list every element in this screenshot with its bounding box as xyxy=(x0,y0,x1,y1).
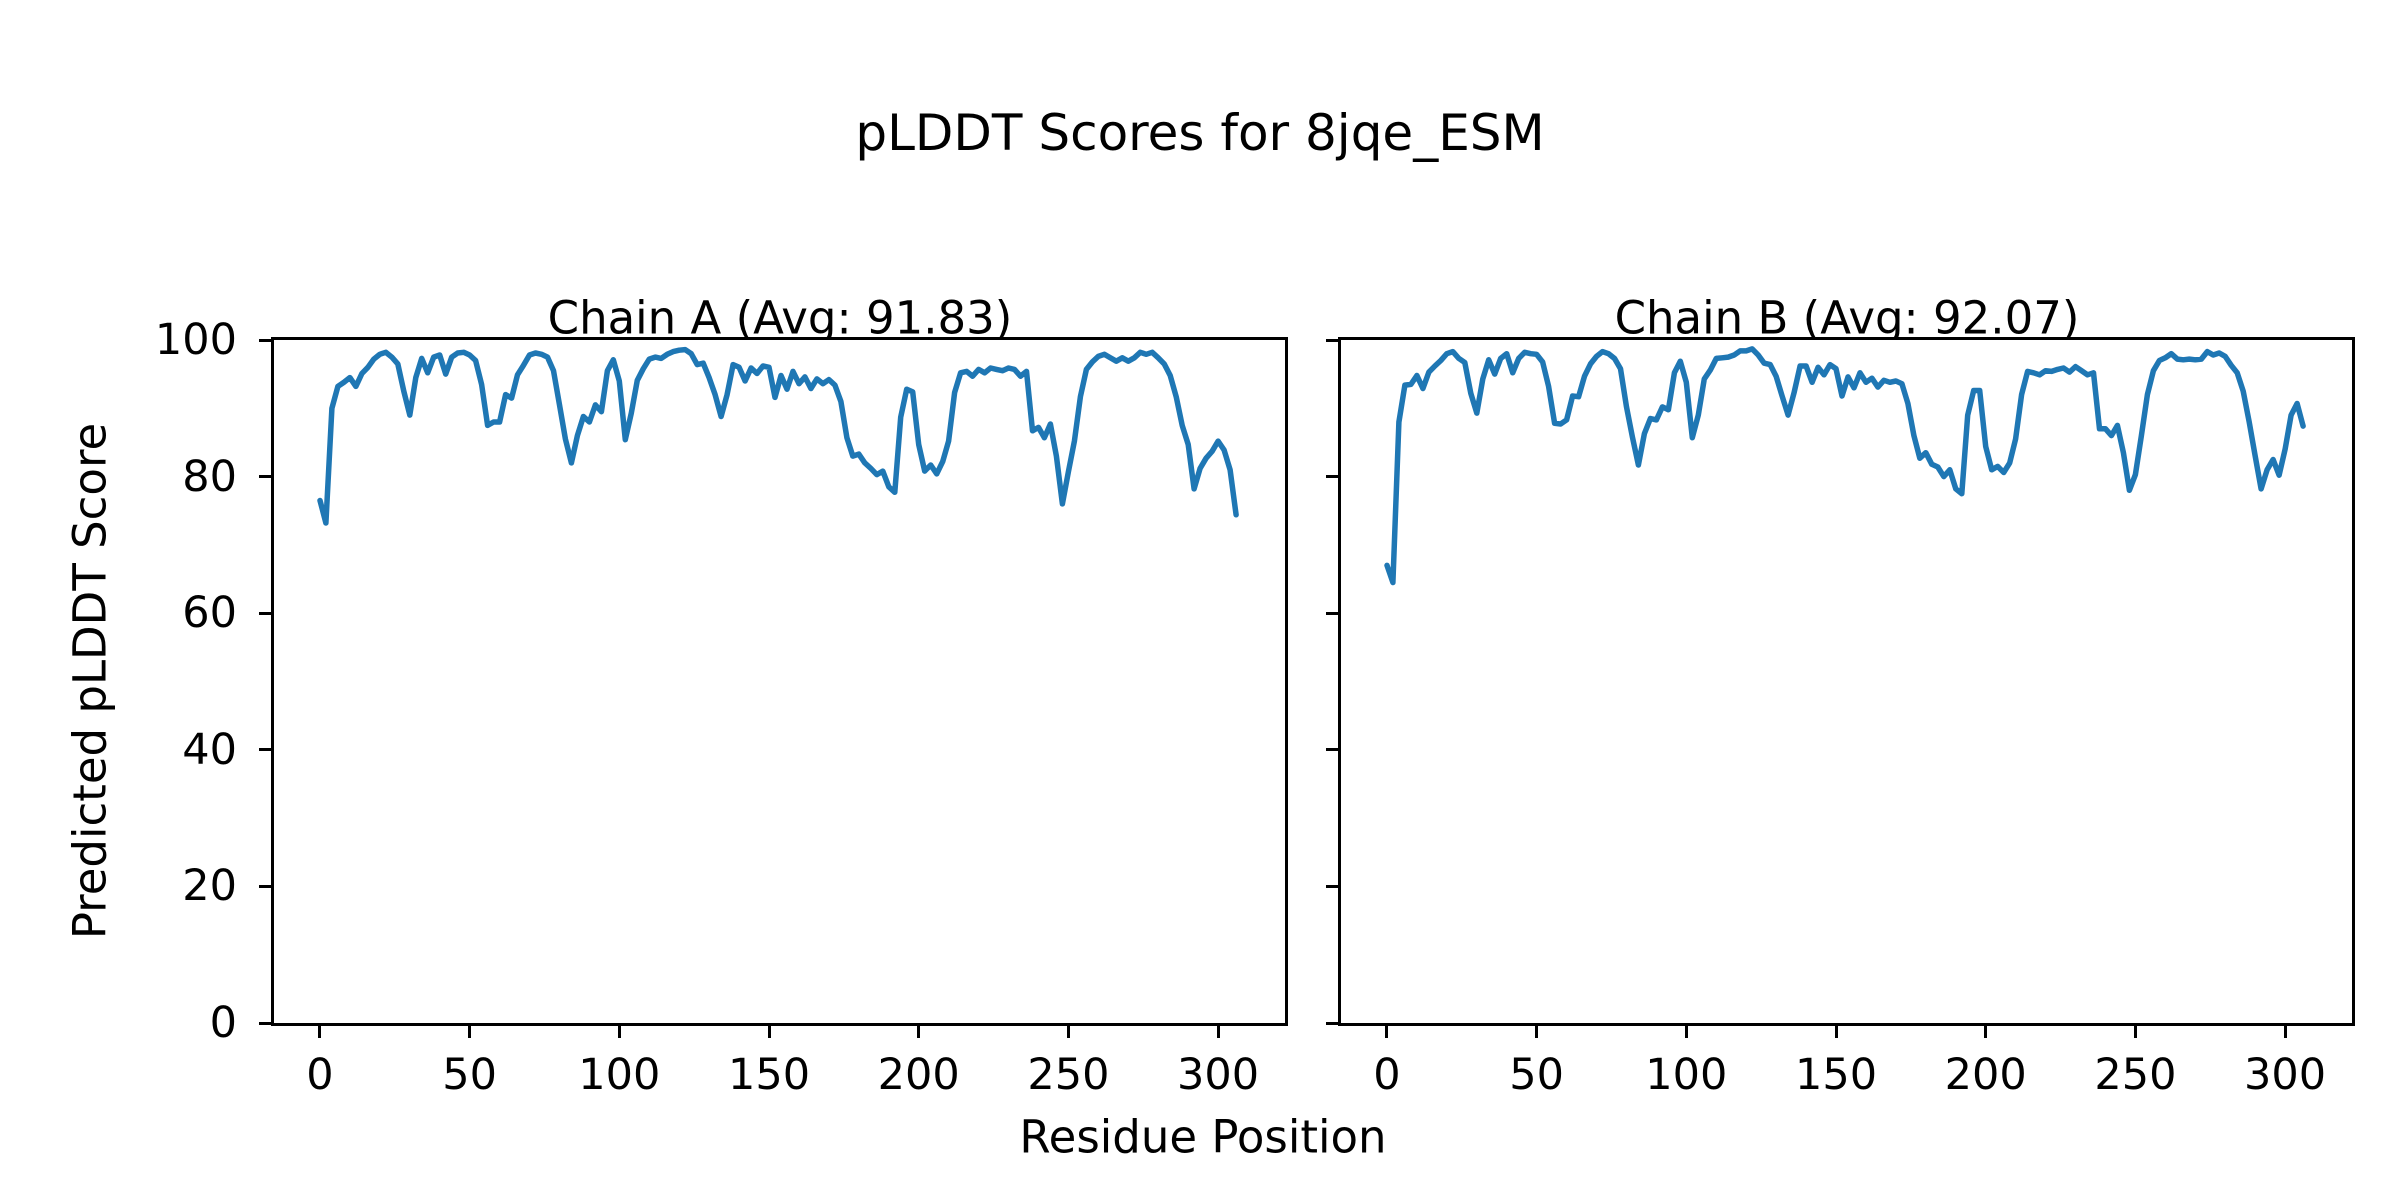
y-tick-mark xyxy=(259,1021,274,1025)
x-tick-mark xyxy=(1535,1023,1539,1038)
x-tick-mark xyxy=(917,1023,921,1038)
x-tick-label: 0 xyxy=(1373,1050,1401,1100)
y-tick-mark xyxy=(1326,611,1341,615)
y-tick-label: 80 xyxy=(182,451,237,502)
x-tick-label: 150 xyxy=(1794,1050,1878,1100)
y-tick-mark xyxy=(1326,1021,1341,1025)
x-tick-label: 300 xyxy=(1177,1050,1260,1100)
x-tick-label: 200 xyxy=(877,1050,960,1100)
y-tick-label: 0 xyxy=(209,998,237,1048)
y-tick-mark xyxy=(259,475,274,479)
x-tick-mark xyxy=(2283,1023,2287,1038)
y-tick-label: 20 xyxy=(182,861,237,912)
y-tick-mark xyxy=(259,748,274,752)
x-tick-label: 250 xyxy=(1027,1050,1110,1100)
x-tick-label: 150 xyxy=(727,1050,811,1100)
chain-b-chart xyxy=(1384,346,2306,586)
x-tick-mark xyxy=(767,1023,771,1038)
x-tick-mark xyxy=(1984,1023,1988,1038)
x-tick-mark xyxy=(1066,1023,1070,1038)
x-axis-label: Residue Position xyxy=(1019,1110,1387,1164)
y-tick-label: 60 xyxy=(182,588,237,639)
x-tick-label: 200 xyxy=(1944,1050,2027,1100)
x-tick-mark xyxy=(617,1023,621,1038)
chain-a-chart xyxy=(317,346,1239,526)
x-tick-label: 0 xyxy=(306,1050,334,1100)
y-tick-mark xyxy=(1326,338,1341,342)
y-tick-mark xyxy=(1326,475,1341,479)
subplot-title-chain-a: Chain A (Avg: 91.83) xyxy=(547,291,1013,345)
y-tick-label: 40 xyxy=(182,724,237,775)
y-tick-label: 100 xyxy=(154,315,237,365)
y-tick-mark xyxy=(259,884,274,888)
x-tick-label: 100 xyxy=(578,1050,661,1100)
y-tick-mark xyxy=(1326,748,1341,752)
x-tick-mark xyxy=(1834,1023,1838,1038)
plddt-line-chain-b xyxy=(1384,346,2306,586)
plot-area-chain-b xyxy=(1338,337,2355,1026)
x-tick-label: 50 xyxy=(442,1050,497,1100)
x-tick-label: 50 xyxy=(1509,1050,1564,1100)
x-tick-label: 250 xyxy=(2094,1050,2177,1100)
x-tick-mark xyxy=(2133,1023,2137,1038)
y-axis-label: Predicted pLDDT Score xyxy=(63,422,117,940)
x-tick-label: 300 xyxy=(2244,1050,2327,1100)
y-tick-mark xyxy=(259,338,274,342)
x-tick-label: 100 xyxy=(1645,1050,1728,1100)
y-tick-mark xyxy=(259,611,274,615)
subplot-title-chain-b: Chain B (Avg: 92.07) xyxy=(1614,291,2080,345)
x-tick-mark xyxy=(318,1023,322,1038)
x-tick-mark xyxy=(468,1023,472,1038)
plot-area-chain-a xyxy=(271,337,1288,1026)
figure-title: pLDDT Scores for 8jqe_ESM xyxy=(855,104,1545,162)
x-tick-mark xyxy=(1385,1023,1389,1038)
x-tick-mark xyxy=(1216,1023,1220,1038)
y-tick-mark xyxy=(1326,884,1341,888)
plddt-line-chain-a xyxy=(317,346,1239,526)
x-tick-mark xyxy=(1684,1023,1688,1038)
